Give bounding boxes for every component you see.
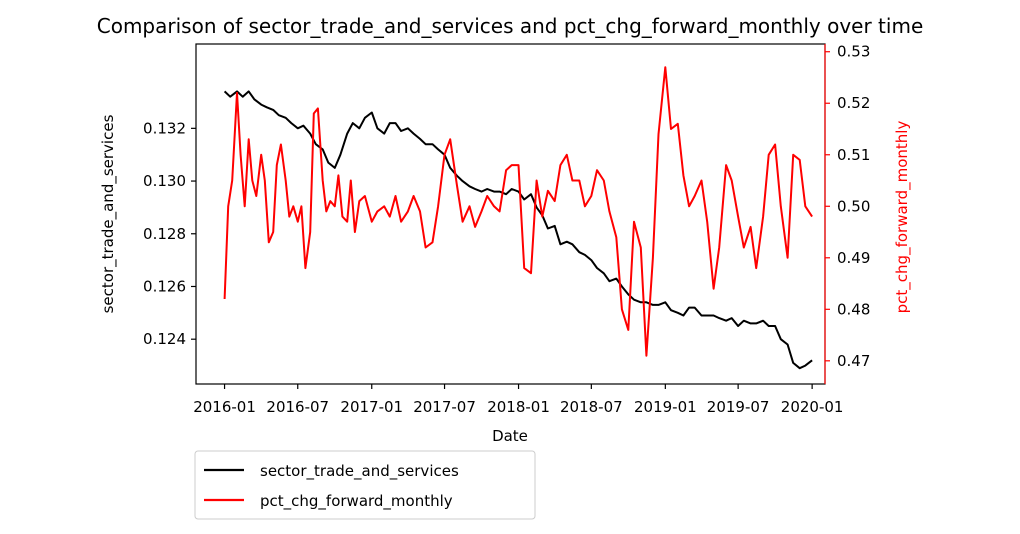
x-axis-ticks: 2016-01 2016-07 2017-01 2017-07 2018-01 2018-… <box>193 384 843 416</box>
x-tick-label: 2016-07 <box>266 398 329 416</box>
x-axis-label: Date <box>492 427 528 445</box>
left-tick-label: 0.124 <box>143 330 186 348</box>
right-tick-label: 0.51 <box>837 146 870 164</box>
x-tick-label: 2017-01 <box>340 398 403 416</box>
series-line-pct-chg-forward-monthly <box>223 66 813 357</box>
x-tick-label: 2020-01 <box>781 398 844 416</box>
right-tick-label: 0.53 <box>837 43 870 61</box>
x-tick-label: 2019-07 <box>707 398 770 416</box>
right-axis-label: pct_chg_forward_monthly <box>893 121 912 314</box>
series-layer <box>223 66 813 370</box>
left-axis-label: sector_trade_and_services <box>99 114 118 313</box>
right-tick-label: 0.50 <box>837 197 870 215</box>
x-tick-label: 2018-01 <box>487 398 550 416</box>
left-axis-ticks: 0.124 0.126 0.128 0.130 0.132 <box>143 119 196 348</box>
right-tick-label: 0.52 <box>837 94 870 112</box>
legend-box <box>194 450 536 520</box>
left-tick-label: 0.130 <box>143 172 186 190</box>
legend-label-sector-trade: sector_trade_and_services <box>260 462 459 481</box>
x-tick-label: 2016-01 <box>193 398 256 416</box>
x-tick-label: 2017-07 <box>413 398 476 416</box>
x-tick-label: 2019-01 <box>634 398 697 416</box>
chart-title: Comparison of sector_trade_and_services … <box>97 14 924 38</box>
series-line-sector-trade-and-services <box>223 90 813 370</box>
right-tick-label: 0.47 <box>837 352 870 370</box>
right-tick-label: 0.49 <box>837 249 870 267</box>
left-tick-label: 0.128 <box>143 225 186 243</box>
left-tick-label: 0.132 <box>143 119 186 137</box>
legend: sector_trade_and_services pct_chg_forwar… <box>194 450 536 520</box>
right-tick-label: 0.48 <box>837 300 870 318</box>
right-axis-ticks: 0.47 0.48 0.49 0.50 0.51 0.52 0.53 <box>825 43 870 370</box>
left-tick-label: 0.126 <box>143 277 186 295</box>
x-tick-label: 2018-07 <box>560 398 623 416</box>
legend-label-pct-chg: pct_chg_forward_monthly <box>260 492 453 511</box>
